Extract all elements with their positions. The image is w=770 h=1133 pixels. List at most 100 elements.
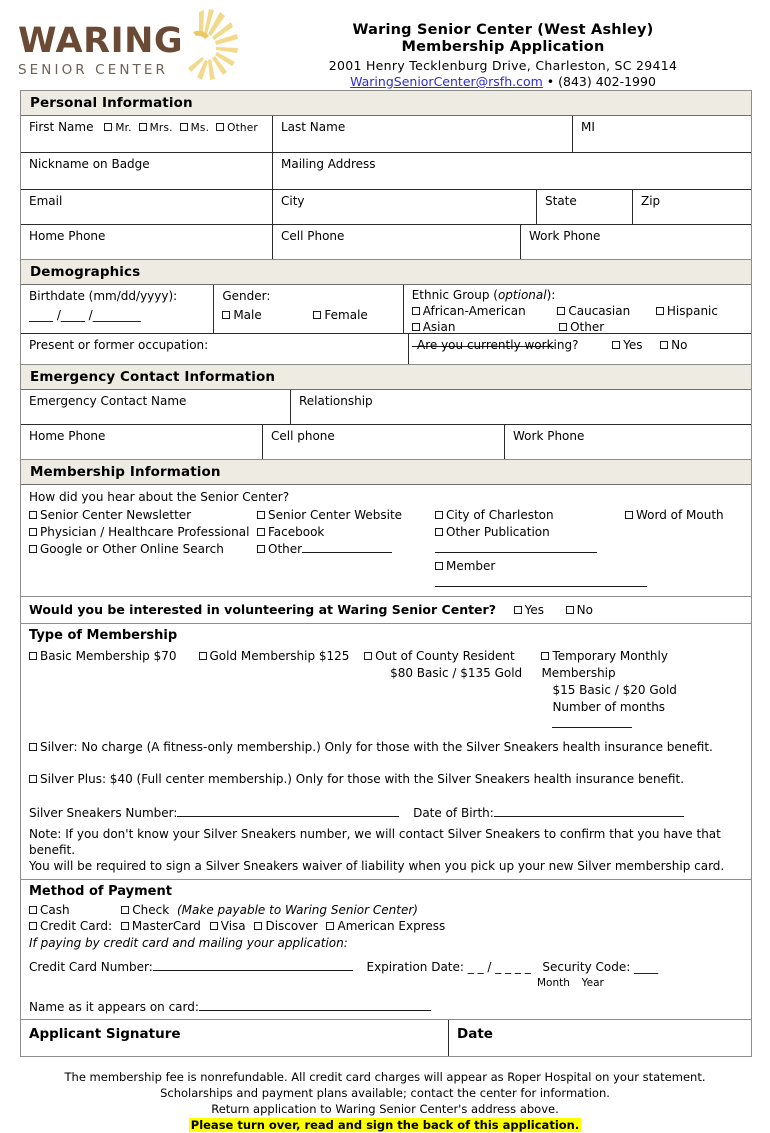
checkbox-mr[interactable] [104,123,113,131]
checkbox-male[interactable] [222,311,231,319]
checkbox-mastercard[interactable] [120,922,129,930]
silver-plus-row[interactable]: Silver Plus: $40 (Full center membership… [21,759,751,791]
checkbox-visa[interactable] [209,922,218,930]
checkbox-ms[interactable] [179,123,188,131]
silver-row[interactable]: Silver: No charge (A fitness-only member… [21,733,751,759]
checkbox-hispanic[interactable] [655,307,664,315]
hear-option[interactable]: Word of Mouth [625,507,743,524]
field-mailing-address[interactable]: Mailing Address [281,157,376,171]
hear-option[interactable]: Senior Center Newsletter [29,507,257,524]
field-nickname[interactable]: Nickname on Badge [21,153,273,189]
field-relationship[interactable]: Relationship [299,394,373,408]
hear-option[interactable]: Other Publication [435,524,625,558]
checkbox-temporary[interactable] [541,652,550,660]
checkbox-out-of-county[interactable] [364,652,373,660]
volunteer-question: Would you be interested in volunteering … [29,602,496,617]
field-first-name[interactable]: First Name Mr. Mrs. Ms. Other [21,116,273,152]
field-emergency-home-phone[interactable]: Home Phone [21,425,263,459]
membership-option-out-of-county[interactable]: Out of County Resident $80 Basic / $135 … [364,648,541,733]
field-email[interactable]: Email [21,190,273,224]
checkbox-check[interactable] [121,906,130,914]
checkbox-other-publication[interactable] [435,528,443,536]
field-birthdate[interactable]: Birthdate (mm/dd/yyyy): ____ /____ /____… [21,285,215,333]
checkbox-silver-plus[interactable] [29,775,37,783]
note-line-1: Note: If you don't know your Silver Snea… [29,827,721,857]
field-emergency-cell-phone[interactable]: Cell phone [263,425,505,459]
payment-card-row: Credit Card: MasterCard Visa Discover Am… [21,918,751,934]
mailing-note: If paying by credit card and mailing you… [29,936,348,950]
sneakers-number-input[interactable] [177,805,400,817]
checkbox-amex[interactable] [326,922,335,930]
checkbox-working-no[interactable] [660,341,669,349]
dob-input[interactable] [493,805,684,817]
field-home-phone[interactable]: Home Phone [21,225,273,259]
field-applicant-signature[interactable]: Applicant Signature [21,1020,449,1056]
field-occupation[interactable]: Present or former occupation: [21,334,409,364]
checkbox-physician[interactable] [29,528,37,536]
field-ethnic-group[interactable]: Ethnic Group (optional): African-America… [404,285,751,347]
field-state[interactable]: State [537,190,633,224]
checkbox-hear-other[interactable] [257,545,265,553]
checkbox-volunteer-no[interactable] [565,606,574,614]
field-currently-working[interactable]: Are you currently working? Yes No [409,334,751,364]
name-on-card-input[interactable] [198,999,431,1011]
hear-other-input[interactable] [302,541,393,553]
security-code-input[interactable]: ____ [634,960,659,974]
checkbox-website[interactable] [257,511,265,519]
hear-option[interactable]: Facebook [257,524,435,541]
expiration-year-input[interactable]: _ _ _ _ [495,960,531,974]
checkbox-member[interactable] [435,562,443,570]
field-cell-phone[interactable]: Cell Phone [273,225,521,259]
field-zip[interactable]: Zip [641,194,661,208]
checkbox-newsletter[interactable] [29,511,37,519]
field-emergency-work-phone[interactable]: Work Phone [513,429,585,443]
checkbox-credit-card[interactable] [29,922,37,930]
email-link[interactable]: WaringSeniorCenter@rsfh.com [350,74,543,89]
section-header-payment: Method of Payment [29,884,172,899]
hear-option[interactable]: Physician / Healthcare Professional [29,524,257,541]
checkbox-google[interactable] [29,545,37,553]
hear-option[interactable]: Senior Center Website [257,507,435,524]
checkbox-cash[interactable] [29,906,37,914]
field-signature-date[interactable]: Date [457,1026,493,1042]
membership-option-temporary[interactable]: Temporary Monthly Membership $15 Basic /… [541,648,743,733]
hear-option[interactable]: Google or Other Online Search [29,541,257,558]
checkbox-ethnic-other[interactable] [559,323,568,331]
checkbox-facebook[interactable] [257,528,265,536]
checkbox-asian[interactable] [411,323,420,331]
footer-line-2: Scholarships and payment plans available… [160,1086,610,1100]
field-gender[interactable]: Gender: Male Female [214,285,404,333]
checkbox-working-yes[interactable] [612,341,621,349]
checkbox-silver[interactable] [29,743,37,751]
membership-option-basic[interactable]: Basic Membership $70 [29,648,199,733]
checkbox-volunteer-yes[interactable] [513,606,522,614]
hear-option[interactable]: Member [435,558,647,592]
checkbox-mrs[interactable] [138,123,147,131]
hear-option[interactable]: Other [257,541,435,558]
checkbox-caucasian[interactable] [557,307,566,315]
checkbox-city-of-charleston[interactable] [435,511,443,519]
field-mi[interactable]: MI [581,120,595,134]
field-work-phone[interactable]: Work Phone [529,229,601,243]
checkbox-discover[interactable] [254,922,263,930]
member-input[interactable] [435,575,647,587]
field-city[interactable]: City [273,190,537,224]
hear-column-2: Senior Center Website Facebook Other [257,507,435,592]
checkbox-word-of-mouth[interactable] [625,511,633,519]
hear-option[interactable]: City of Charleston [435,507,625,524]
checkbox-basic[interactable] [29,652,37,660]
field-last-name[interactable]: Last Name [273,116,573,152]
checkbox-female[interactable] [313,311,322,319]
birthdate-blanks[interactable]: ____ /____ /________ [29,308,141,322]
field-emergency-contact-name[interactable]: Emergency Contact Name [21,390,291,424]
ethnic-other-input[interactable] [411,335,554,347]
checkbox-gold[interactable] [198,652,207,660]
other-publication-input[interactable] [435,541,597,553]
hear-label: Member [446,559,496,573]
checkbox-african-american[interactable] [411,307,420,315]
membership-option-gold[interactable]: Gold Membership $125 [198,648,365,733]
checkbox-other-title[interactable] [216,123,225,131]
expiration-month-input[interactable]: _ _ [467,960,484,974]
months-input[interactable] [552,716,633,728]
cc-number-input[interactable] [152,959,353,971]
